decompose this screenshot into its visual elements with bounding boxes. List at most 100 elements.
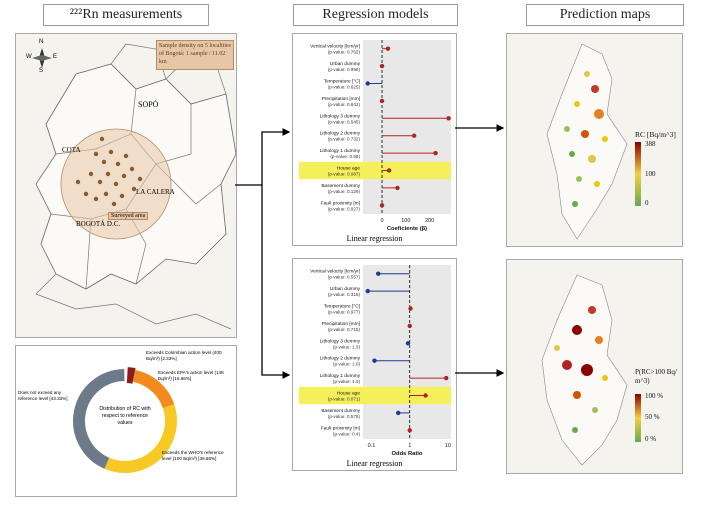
- p-value-label: (p-value: 0.996): [328, 67, 361, 72]
- donut-segment: [73, 369, 125, 469]
- p-value-label: (p-value: 0.58): [330, 154, 360, 159]
- estimate-point: [365, 288, 370, 294]
- p-value-label: (p-value: 1.0): [333, 344, 361, 349]
- compass-icon: N S E W: [26, 39, 58, 76]
- variable-label: Temperature [°C]: [324, 79, 360, 85]
- x-axis-label: Coeficiente (β): [387, 226, 427, 232]
- place-cota: COTA: [62, 146, 81, 154]
- estimate-point: [379, 63, 385, 69]
- p-value-label: (p-value: 0.762): [328, 50, 361, 55]
- compass-w: W: [26, 54, 32, 60]
- variable-label: House age: [337, 391, 361, 397]
- variable-label: Urban dummy: [330, 61, 361, 67]
- donut-label-colombian: Exceeds Colombian action level (400 Bq/m…: [146, 350, 222, 361]
- measurements-header: ²²²Rn measurements: [43, 4, 209, 26]
- donut-label-who: Exceeds the WHO's reference level (100 B…: [162, 450, 224, 461]
- place-sopo: SOPÓ: [138, 100, 159, 109]
- probability-prediction-map: P(RC>100 Bq/ m^3) 100 % 50 % 0 %: [506, 259, 683, 474]
- legend1-min: 0: [645, 199, 649, 207]
- estimate-point: [411, 133, 417, 138]
- linear-regression-panel: Vertical velocity [lcm/yr] (p-value: 0.76…: [292, 33, 457, 246]
- p-value-label: (p-value: 0.4): [333, 431, 361, 436]
- p-value-label: (p-value: 0.642): [328, 102, 361, 107]
- p-value-label: (p-value: 1.0): [333, 379, 361, 384]
- donut-segment: [104, 404, 177, 473]
- linear-caption: Linear regression: [346, 234, 403, 243]
- legend2-max: 100 %: [645, 392, 664, 400]
- house-age-highlight: [299, 161, 451, 180]
- regression-header: Regression models: [293, 4, 458, 26]
- estimate-point: [365, 81, 370, 86]
- rc-distribution-donut: [73, 367, 177, 473]
- variable-label: House age: [337, 166, 361, 172]
- variable-label: Vertical velocity [lcm/yr]: [310, 44, 360, 50]
- compass-s: S: [39, 68, 44, 74]
- variable-label: Lithology 3 dummy: [320, 338, 361, 344]
- logistic-regression-plot: Vertical velocity [lcm/yr](p-value: 0.55…: [299, 265, 451, 457]
- estimate-point: [372, 358, 377, 363]
- p-value-label: (p-value: 0.715): [328, 327, 361, 332]
- p-value-label: (p-value: 0.927): [328, 206, 361, 211]
- legend1-title: RC [Bq/m^3]: [635, 130, 676, 139]
- estimate-point: [379, 98, 385, 104]
- compass-e: E: [53, 54, 58, 60]
- plot-area: [363, 265, 451, 439]
- variable-label: Precipitation [mm]: [322, 96, 360, 102]
- p-value-label: (p-value: 0.087): [328, 172, 361, 177]
- variable-label: Vertical velocity [lcm/yr]: [310, 269, 360, 275]
- legend2-min: 0 %: [645, 435, 657, 443]
- surveyed-area-label: Surveyed area: [108, 212, 149, 220]
- x-axis-label: Odds Ratio: [392, 451, 423, 457]
- variable-label: Lithology 1 dummy: [320, 373, 361, 379]
- prediction-header: Prediction maps: [526, 4, 684, 26]
- donut-label-epa: Exceeds EPA's action level (148 Bq/m³) […: [158, 370, 224, 381]
- estimate-point: [395, 185, 400, 191]
- legend2-mid: 50 %: [645, 413, 660, 421]
- study-area-map: N S E W Sample density on 5 localities o…: [15, 33, 237, 338]
- p-value-label: (p-value: 0.732): [328, 137, 361, 142]
- arrow-to-logistic: [261, 185, 291, 379]
- variable-label: Temperature [°C]: [324, 304, 360, 310]
- place-bogota: BOGOTÁ D.C.: [76, 220, 121, 228]
- estimate-point: [379, 203, 385, 208]
- donut-segment: [132, 370, 175, 409]
- legend2-colorbar: [635, 394, 641, 442]
- axis-tick-label: 10: [445, 443, 451, 449]
- legend2-title: P(RC>100 Bq/ m^3): [635, 368, 677, 385]
- axis-tick-label: 200: [425, 218, 434, 224]
- estimate-point: [376, 271, 381, 276]
- variable-label: Basement dummy: [321, 183, 360, 189]
- estimate-point: [408, 306, 413, 311]
- estimate-point: [446, 116, 451, 121]
- variable-label: Fault proximity [m]: [321, 200, 360, 206]
- estimate-point: [433, 150, 438, 156]
- p-value-label: (p-value: 0.318): [328, 292, 361, 297]
- linear-regression-plot: Vertical velocity [lcm/yr](p-value: 0.76…: [299, 40, 451, 232]
- p-value-label: (p-value: 0.625): [328, 85, 361, 90]
- place-la-calera: LA CALERA: [136, 188, 175, 196]
- variable-label: Precipitation [mm]: [322, 321, 360, 327]
- probability-prediction-drawing: [541, 274, 628, 466]
- logistic-regression-panel: Vertical velocity [lcm/yr] (p-value: 0.55…: [292, 258, 457, 471]
- axis-tick-label: 0: [380, 218, 383, 224]
- variable-label: Lithology 3 dummy: [320, 113, 361, 119]
- variable-label: Basement dummy: [321, 408, 360, 414]
- variable-label: Fault proximity [m]: [321, 425, 360, 431]
- axis-tick-label: 0.1: [368, 443, 376, 449]
- plot-area: [363, 40, 451, 214]
- estimate-point: [396, 410, 401, 416]
- rc-distribution-panel: Distribution of RC with respect to refer…: [15, 345, 237, 497]
- axis-tick-label: 100: [401, 218, 410, 224]
- house-age-highlight: [299, 386, 451, 405]
- p-value-label: (p-value: 0.576): [328, 414, 361, 419]
- variable-label: Lithology 1 dummy: [320, 148, 361, 154]
- p-value-label: (p-value: 1.0): [333, 362, 361, 367]
- donut-center-label: Distribution of RC with respect to refer…: [99, 406, 151, 426]
- estimate-point: [407, 428, 412, 433]
- sample-density-note: Sample density on 5 localities of Bogotá…: [156, 40, 234, 70]
- rc-prediction-map: RC [Bq/m^3] 388 100 0: [506, 33, 683, 247]
- legend1-max: 388: [645, 140, 656, 148]
- map-drawing: [35, 43, 237, 330]
- p-value-label: (p-value: 0.545): [328, 119, 361, 124]
